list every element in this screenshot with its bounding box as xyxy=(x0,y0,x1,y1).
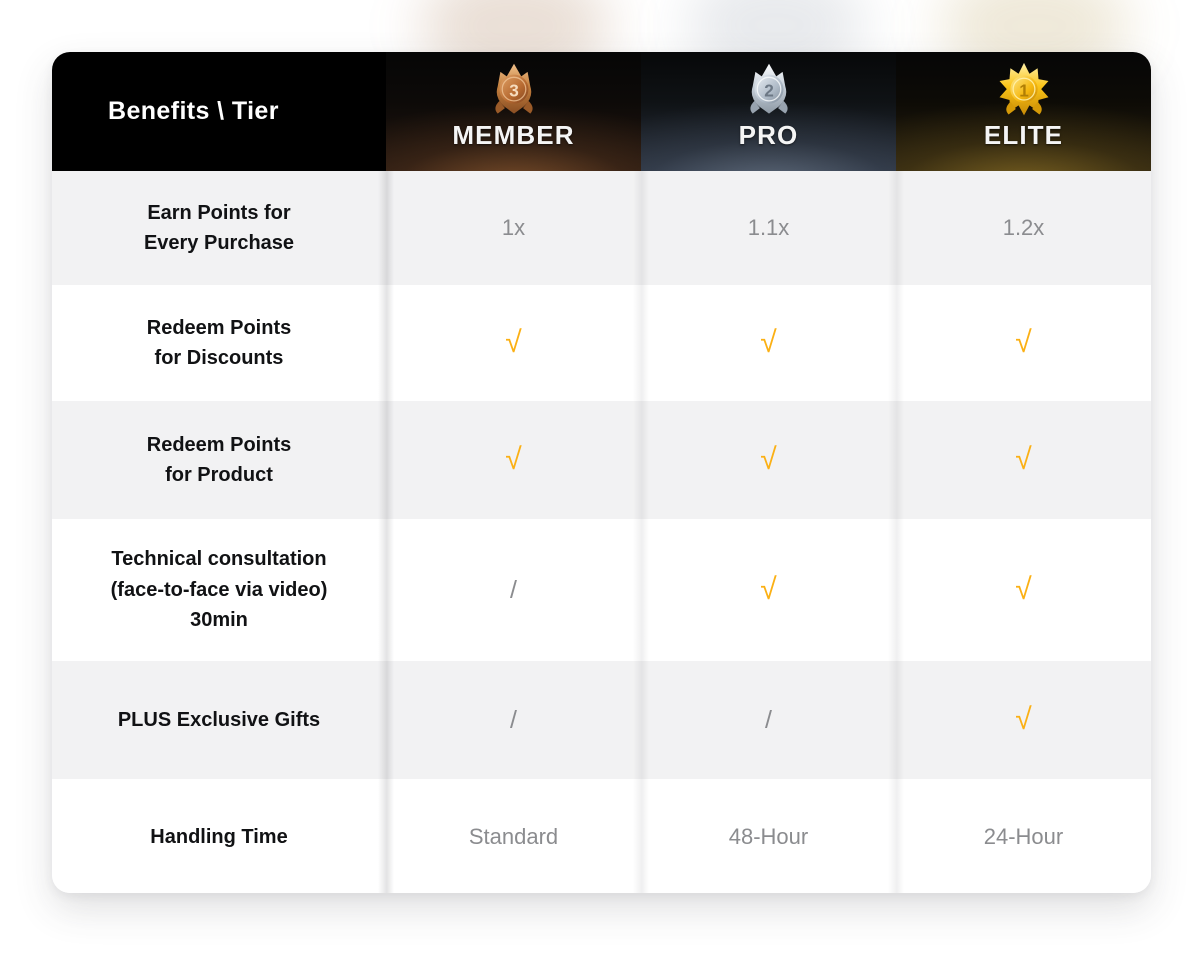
check-icon: √ xyxy=(760,573,777,606)
header-cell-elite[interactable]: 1 ELITE xyxy=(896,52,1151,171)
header-cell-benefits: Benefits \ Tier xyxy=(52,52,386,171)
benefit-label: Earn Points for Every Purchase xyxy=(52,171,386,285)
svg-text:1: 1 xyxy=(1019,80,1029,100)
cell-text: 1x xyxy=(501,215,526,240)
svg-text:2: 2 xyxy=(764,80,774,100)
cell-member-available: √ xyxy=(386,285,641,401)
gold-medal-icon: 1 xyxy=(995,61,1053,119)
benefit-label: Redeem Points for Product xyxy=(52,401,386,519)
check-icon: √ xyxy=(1015,573,1032,606)
check-icon: √ xyxy=(760,326,777,359)
cell-elite-available: √ xyxy=(896,285,1151,401)
benefit-label-line: Handling Time xyxy=(150,825,288,848)
cell-elite-available: √ xyxy=(896,661,1151,779)
table-row: Technical consultation (face-to-face via … xyxy=(52,519,1151,661)
svg-text:3: 3 xyxy=(509,80,519,100)
cell-elite-available: √ xyxy=(896,519,1151,661)
table-row: Redeem Points for Product √ √ √ xyxy=(52,401,1151,519)
check-icon: √ xyxy=(760,443,777,476)
cell-text: 24-Hour xyxy=(983,824,1064,849)
benefit-label: PLUS Exclusive Gifts xyxy=(52,661,386,779)
benefit-label-line: Earn Points for xyxy=(147,201,291,224)
benefit-label: Technical consultation (face-to-face via … xyxy=(52,519,386,661)
cell-member-available: √ xyxy=(386,401,641,519)
cell-text: 1.1x xyxy=(747,215,790,240)
tier-name-elite: ELITE xyxy=(983,120,1064,150)
cell-member-value: Standard xyxy=(386,779,641,893)
cell-elite-available: √ xyxy=(896,401,1151,519)
benefit-label-line: for Product xyxy=(165,464,273,486)
cell-elite-value: 1.2x xyxy=(896,171,1151,285)
benefit-label-line: Every Purchase xyxy=(143,232,295,254)
benefit-label-line: Redeem Points xyxy=(146,316,292,339)
check-icon: √ xyxy=(1015,326,1032,359)
benefit-label-line: PLUS Exclusive Gifts xyxy=(117,708,321,731)
cell-pro-value: 48-Hour xyxy=(641,779,896,893)
slash-icon: / xyxy=(510,705,517,734)
check-icon: √ xyxy=(1015,443,1032,476)
cell-pro-available: √ xyxy=(641,285,896,401)
table-body: Earn Points for Every Purchase 1x 1.1x 1.2x R… xyxy=(52,171,1151,893)
benefit-label-line: Technical consultation xyxy=(111,548,327,571)
bronze-medal-icon: 3 xyxy=(485,61,543,119)
tier-name-member: MEMBER xyxy=(452,120,575,150)
check-icon: √ xyxy=(505,326,522,359)
check-icon: √ xyxy=(1015,703,1032,736)
slash-icon: / xyxy=(510,575,517,604)
header-cell-member[interactable]: 3 MEMBER xyxy=(386,52,641,171)
cell-member-unavailable: / xyxy=(386,661,641,779)
benefit-label-line: Redeem Points xyxy=(146,433,292,456)
cell-pro-unavailable: / xyxy=(641,661,896,779)
page-title: Benefits \ Tier xyxy=(108,97,279,125)
cell-member-value: 1x xyxy=(386,171,641,285)
silver-medal-icon: 2 xyxy=(740,61,798,119)
table-row: Earn Points for Every Purchase 1x 1.1x 1.2x xyxy=(52,171,1151,285)
check-icon: √ xyxy=(505,443,522,476)
benefit-label: Handling Time xyxy=(52,779,386,893)
benefit-label-line: 30min xyxy=(190,609,248,632)
tier-comparison-table: Benefits \ Tier xyxy=(52,52,1151,893)
slash-icon: / xyxy=(765,705,772,734)
benefit-label: Redeem Points for Discounts xyxy=(52,285,386,401)
tier-name-pro: PRO xyxy=(738,120,799,150)
table-header-row: Benefits \ Tier xyxy=(52,52,1151,171)
cell-text: 48-Hour xyxy=(728,824,809,849)
cell-pro-value: 1.1x xyxy=(641,171,896,285)
tier-comparison-card: Benefits \ Tier xyxy=(52,52,1151,893)
cell-pro-available: √ xyxy=(641,519,896,661)
benefit-label-line: for Discounts xyxy=(154,347,284,369)
cell-text: 1.2x xyxy=(1002,215,1045,240)
header-cell-pro[interactable]: 2 PRO xyxy=(641,52,896,171)
cell-elite-value: 24-Hour xyxy=(896,779,1151,893)
cell-member-unavailable: / xyxy=(386,519,641,661)
table-row: Redeem Points for Discounts √ √ √ xyxy=(52,285,1151,401)
benefit-label-line: (face-to-face via video) xyxy=(110,578,328,601)
table-row: Handling Time Standard 48-Hour 24-Hour xyxy=(52,779,1151,893)
table-row: PLUS Exclusive Gifts / / √ xyxy=(52,661,1151,779)
cell-pro-available: √ xyxy=(641,401,896,519)
cell-text: Standard xyxy=(468,824,559,849)
